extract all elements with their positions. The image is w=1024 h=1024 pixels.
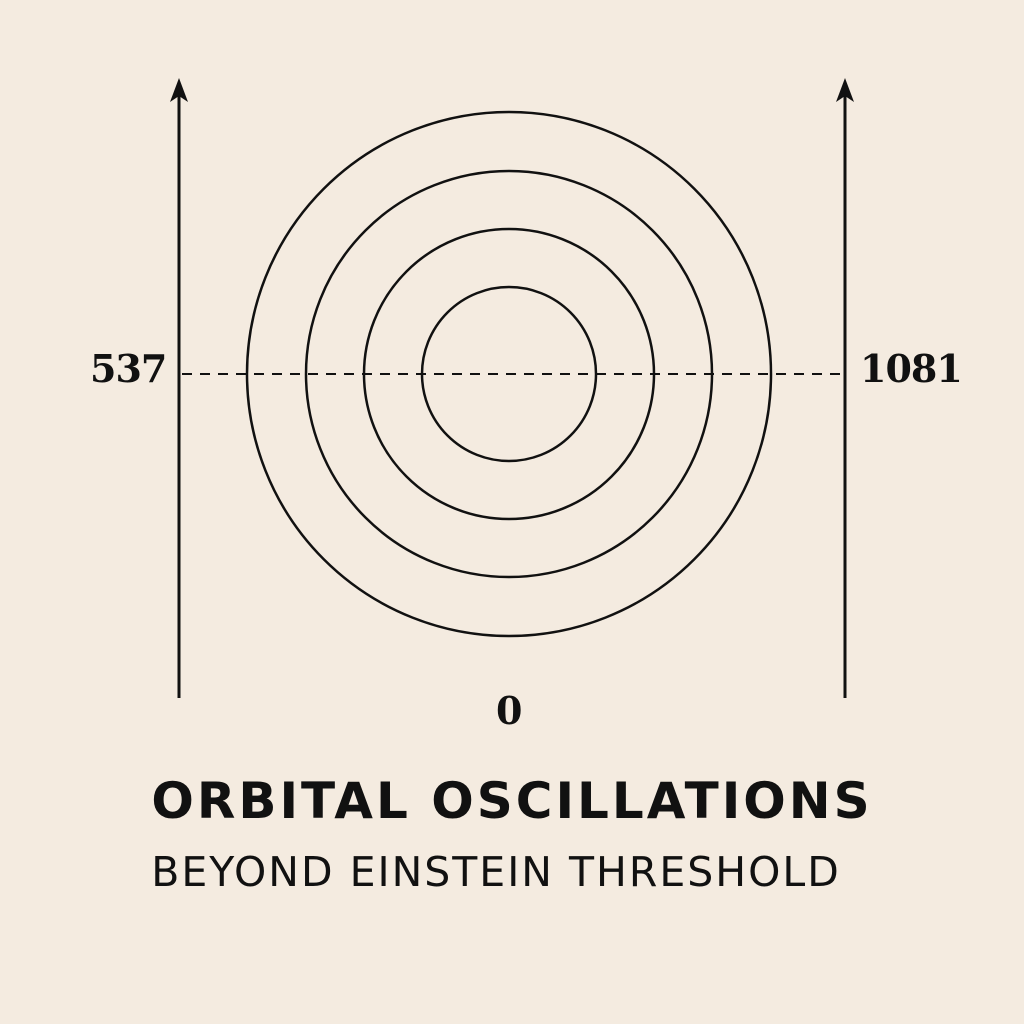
orbit-ring-outer — [245, 110, 773, 638]
left-axis-arrowhead — [170, 78, 188, 102]
bottom-value: 0 — [496, 688, 522, 733]
left-axis-value: 537 — [90, 346, 167, 391]
page-subtitle: BEYOND EINSTEIN THRESHOLD — [151, 848, 841, 896]
right-axis-value: 1081 — [860, 346, 963, 391]
page-title: ORBITAL OSCILLATIONS — [151, 772, 873, 830]
right-axis-arrowhead — [836, 78, 854, 102]
